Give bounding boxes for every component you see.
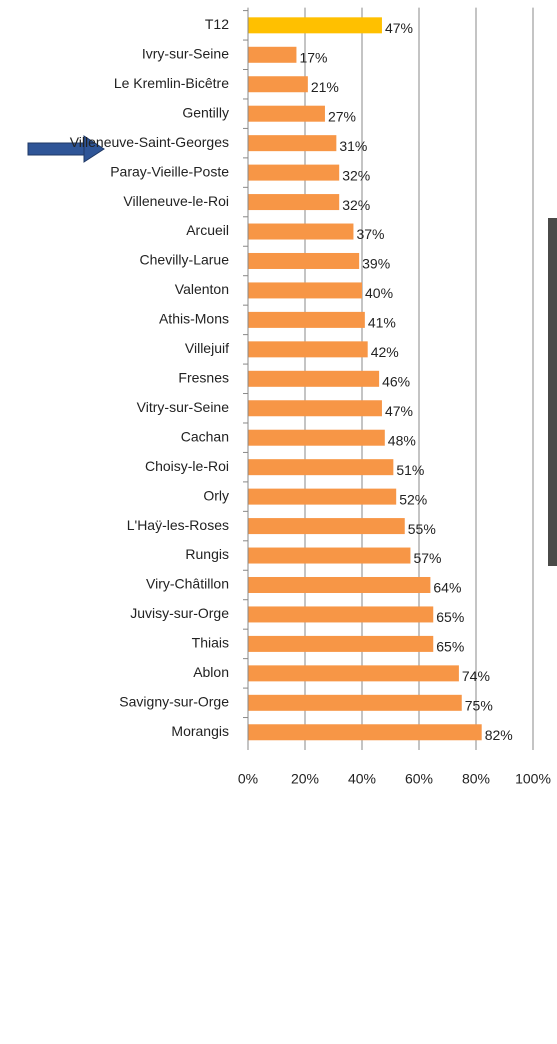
arrow xyxy=(27,135,105,163)
value-label: 42% xyxy=(371,344,399,360)
y-tick-label: Vitry-sur-Seine xyxy=(137,399,230,415)
bar xyxy=(248,576,431,593)
y-tick-label: Athis-Mons xyxy=(159,311,229,327)
bar xyxy=(248,282,362,299)
value-label: 48% xyxy=(388,432,416,448)
bar xyxy=(248,311,365,328)
y-tick-label: Rungis xyxy=(185,546,229,562)
bar xyxy=(248,606,434,623)
y-tick-label: T12 xyxy=(205,16,229,32)
y-tick-label: Chevilly-Larue xyxy=(140,252,230,268)
y-tick-label: Le Kremlin-Bicêtre xyxy=(114,75,229,91)
bar xyxy=(248,105,325,122)
value-label: 32% xyxy=(342,197,370,213)
value-label: 39% xyxy=(362,256,390,272)
value-label: 31% xyxy=(339,138,367,154)
y-tick-label: Choisy-le-Roi xyxy=(145,458,229,474)
bar xyxy=(248,547,411,564)
x-tick-label: 100% xyxy=(515,771,551,787)
y-tick-label: Morangis xyxy=(171,723,229,739)
value-label: 64% xyxy=(433,580,461,596)
y-tick-label: Juvisy-sur-Orge xyxy=(130,605,229,621)
bar xyxy=(248,17,382,34)
value-label: 41% xyxy=(368,315,396,331)
value-label: 65% xyxy=(436,609,464,625)
value-label: 46% xyxy=(382,374,410,390)
bar xyxy=(248,694,462,711)
value-label: 37% xyxy=(356,226,384,242)
y-tick-label: Villejuif xyxy=(185,340,229,356)
y-tick-label: Paray-Vieille-Poste xyxy=(110,163,229,179)
value-label: 52% xyxy=(399,491,427,507)
value-label: 21% xyxy=(311,79,339,95)
bar xyxy=(248,370,380,387)
value-label: 82% xyxy=(485,727,513,743)
bar xyxy=(248,635,434,652)
y-tick-label: Viry-Châtillon xyxy=(146,576,229,592)
x-tick-label: 0% xyxy=(238,771,258,787)
x-tick-label: 20% xyxy=(291,771,319,787)
bar xyxy=(248,400,382,417)
bar xyxy=(248,459,394,476)
y-tick-label: Villeneuve-le-Roi xyxy=(123,193,229,209)
y-tick-label: Gentilly xyxy=(182,104,229,120)
value-label: 17% xyxy=(299,49,327,65)
y-tick-label: Thiais xyxy=(192,635,229,651)
bar xyxy=(248,164,340,181)
y-tick-label: Cachan xyxy=(181,428,229,444)
cropped-photo xyxy=(548,218,557,566)
bar xyxy=(248,135,337,152)
value-label: 55% xyxy=(408,521,436,537)
y-tick-label: Villeneuve-Saint-Georges xyxy=(70,134,229,150)
bar xyxy=(248,223,354,240)
y-tick-label: Savigny-sur-Orge xyxy=(119,694,229,710)
bar xyxy=(248,429,385,446)
value-label: 65% xyxy=(436,639,464,655)
value-label: 75% xyxy=(465,698,493,714)
y-tick-label: Fresnes xyxy=(178,370,229,386)
y-tick-label: Orly xyxy=(203,487,229,503)
value-label: 27% xyxy=(328,108,356,124)
value-label: 51% xyxy=(396,462,424,478)
value-label: 40% xyxy=(365,285,393,301)
value-label: 47% xyxy=(385,20,413,36)
x-tick-label: 80% xyxy=(462,771,490,787)
bar xyxy=(248,76,308,93)
x-tick-label: 40% xyxy=(348,771,376,787)
value-label: 47% xyxy=(385,403,413,419)
bar xyxy=(248,724,482,741)
bar xyxy=(248,488,397,505)
y-tick-label: Valenton xyxy=(175,281,229,297)
bar xyxy=(248,46,297,63)
y-tick-label: Ivry-sur-Seine xyxy=(142,45,229,61)
value-label: 57% xyxy=(413,550,441,566)
bar xyxy=(248,252,360,269)
bar xyxy=(248,665,459,682)
bar xyxy=(248,341,368,358)
bar xyxy=(248,194,340,211)
x-tick-label: 60% xyxy=(405,771,433,787)
bar xyxy=(248,518,405,535)
value-label: 74% xyxy=(462,668,490,684)
y-tick-label: L'Haÿ-les-Roses xyxy=(127,517,229,533)
value-label: 32% xyxy=(342,167,370,183)
y-tick-label: Arcueil xyxy=(186,222,229,238)
y-tick-label: Ablon xyxy=(193,664,229,680)
